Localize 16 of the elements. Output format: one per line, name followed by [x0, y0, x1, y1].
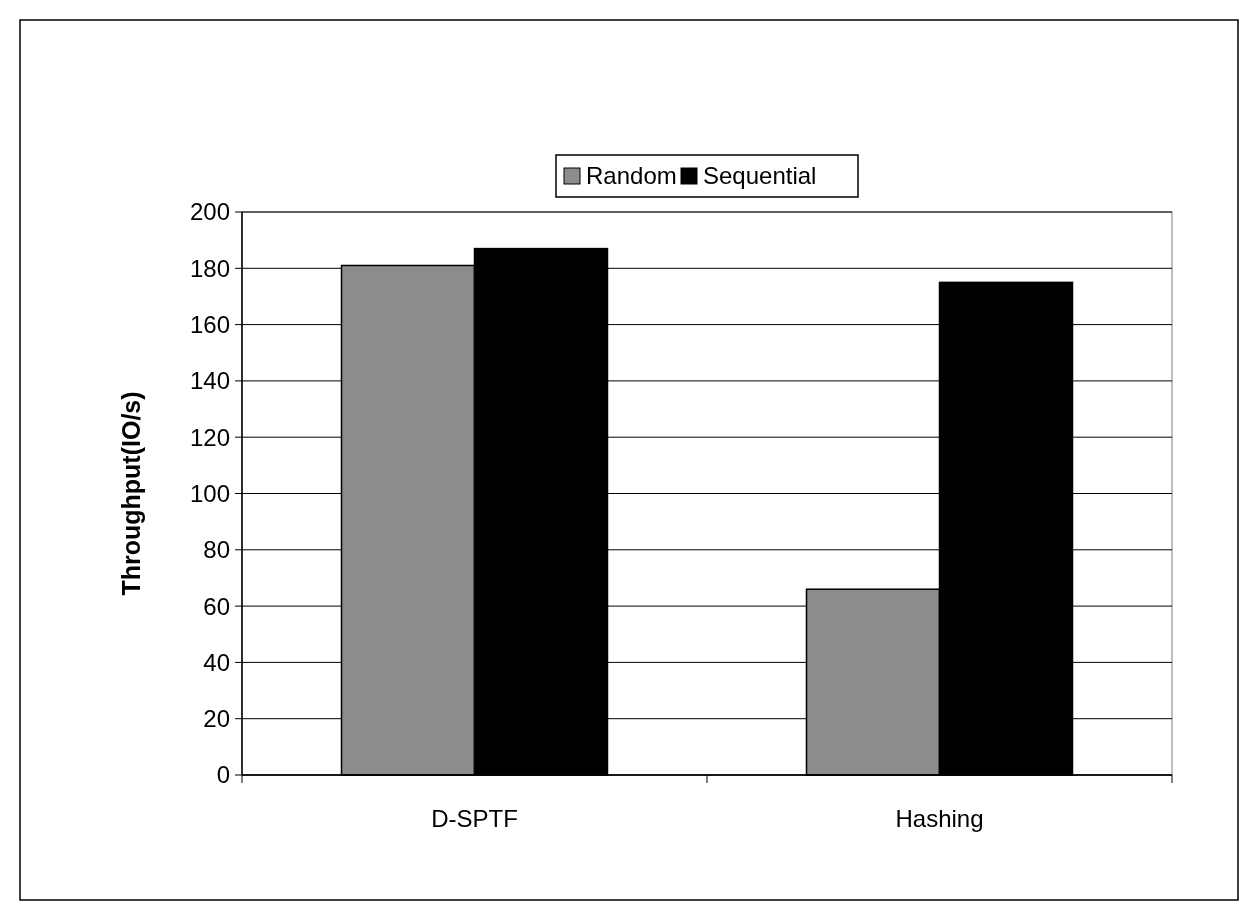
y-tick-label: 0: [216, 761, 230, 789]
y-tick-label: 60: [203, 592, 230, 620]
y-tick-label: 20: [203, 705, 230, 733]
y-tick-label: 160: [189, 311, 230, 338]
y-tick-label: 140: [189, 367, 230, 395]
y-tick-label: 180: [189, 254, 230, 282]
y-tick-label: 120: [189, 423, 230, 451]
y-tick-label: 80: [203, 536, 230, 564]
legend-label: Random: [586, 162, 677, 190]
legend-label: Sequential: [703, 162, 817, 190]
x-tick-label: Hashing: [895, 805, 984, 832]
y-axis-title: Throughput(IO/s): [117, 391, 145, 596]
y-tick-label: 40: [203, 648, 230, 676]
y-tick-label: 100: [189, 479, 230, 507]
x-tick-label: D-SPTF: [431, 805, 518, 832]
y-tick-label: 200: [189, 198, 230, 226]
